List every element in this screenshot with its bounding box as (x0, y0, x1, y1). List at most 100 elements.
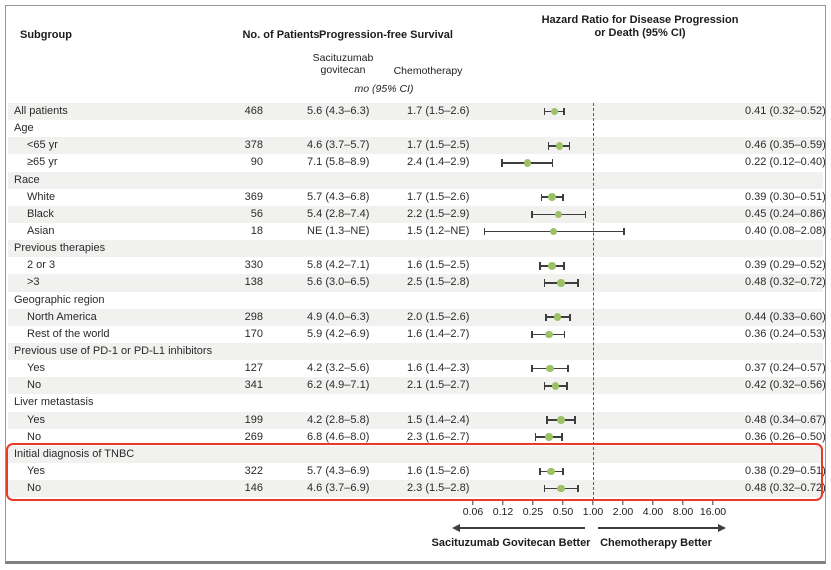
subgroup-label: ≥65 yr (27, 156, 58, 169)
table-row-group: Race (8, 171, 823, 189)
table-row: Yes 322 5.7 (4.3–6.9) 1.6 (1.5–2.6) 0.38 (0.… (8, 463, 826, 480)
axis-tick-label: 16.00 (699, 506, 727, 518)
table-row: <65 yr 378 4.6 (3.7–5.7) 1.7 (1.5–2.5) 0.46 … (8, 137, 826, 155)
hr-point-marker (547, 467, 555, 476)
ci-cap-left (531, 364, 533, 373)
sg-pfs-value: 6.2 (4.9–7.1) (307, 379, 370, 392)
axis-tick-label: 0.12 (492, 506, 514, 518)
table-row: No 269 6.8 (4.6–8.0) 2.3 (1.6–2.7) 0.36 (0.2… (8, 429, 826, 446)
forest-marker (430, 206, 745, 223)
table-row: Black 56 5.4 (2.8–7.4) 2.2 (1.5–2.9) 0.45 (0… (8, 205, 826, 223)
hr-point-marker (554, 210, 563, 219)
subgroup-label: Previous use of PD-1 or PD-L1 inhibitors (14, 344, 213, 357)
sg-pfs-value: 5.4 (2.8–7.4) (307, 207, 370, 220)
units-label: mo (95% CI) (354, 83, 414, 95)
table-row: All patients 468 5.6 (4.3–6.3) 1.7 (1.5–2.6… (8, 103, 826, 121)
chemo-pfs-value: 2.2 (1.5–2.9) (407, 207, 470, 220)
patients-count: 56 (250, 207, 263, 220)
sg-pfs-value: 4.2 (3.2–5.6) (307, 362, 370, 375)
subgroup-label: Race (14, 173, 40, 186)
subgroup-label: No (27, 430, 42, 443)
ci-cap-left (501, 159, 503, 167)
subgroup-label: Age (14, 122, 34, 135)
hr-point-marker (557, 416, 565, 424)
subgroup-label: 2 or 3 (27, 259, 56, 272)
column-header-hazard-ratio-line1: Hazard Ratio for Disease Progression (541, 14, 739, 26)
hr-point-marker (557, 484, 565, 493)
hr-value: 0.22 (0.12–0.40) (745, 156, 826, 169)
forest-marker (430, 412, 745, 429)
hr-point-marker (553, 313, 562, 322)
table-row: Asian 18 NE (1.3–NE) 1.5 (1.2–NE) 0.40 (0.08… (8, 223, 826, 240)
patients-count: 369 (244, 190, 263, 203)
column-header-pfs: Progression-free Survival (319, 29, 453, 41)
patients-count: 170 (244, 327, 263, 340)
sg-pfs-value: 5.6 (3.0–6.5) (307, 276, 370, 289)
hr-point-marker (557, 279, 565, 287)
ci-cap-right (562, 193, 564, 202)
left-direction-label: Sacituzumab Govitecan Better (431, 537, 591, 549)
ci-cap-left (531, 210, 533, 219)
ci-cap-right (561, 433, 563, 441)
chemo-pfs-value: 1.5 (1.4–2.4) (407, 413, 470, 426)
subgroup-label: Geographic region (14, 293, 105, 306)
ci-cap-right (566, 382, 568, 390)
subgroup-label: Previous therapies (14, 242, 106, 255)
hr-point-marker (555, 142, 564, 150)
figure-panel: Subgroup No. of Patients Progression-fre… (5, 5, 826, 564)
sg-pfs-value: 6.8 (4.6–8.0) (307, 430, 370, 443)
hr-value: 0.48 (0.32–0.72) (745, 482, 826, 495)
chemo-pfs-value: 2.0 (1.5–2.6) (407, 310, 470, 323)
ci-cap-right (577, 279, 579, 287)
hr-point-marker (548, 193, 556, 202)
ci-cap-right (562, 467, 564, 476)
ci-cap-left (483, 227, 486, 236)
forest-marker (430, 189, 745, 206)
hr-value: 0.42 (0.32–0.56) (745, 379, 826, 392)
right-arrowhead-icon (718, 523, 726, 532)
table-row: North America 298 4.9 (4.0–6.3) 2.0 (1.5–2.… (8, 308, 826, 326)
left-arrowhead-icon (452, 523, 460, 532)
axis-tick-label: 0.06 (462, 506, 484, 518)
subgroup-label: White (27, 190, 56, 203)
subgroup-label: Yes (27, 413, 45, 426)
hr-point-marker (545, 433, 553, 442)
column-header-subgroup: Subgroup (20, 29, 72, 41)
subgroup-label: Black (27, 207, 54, 220)
forest-marker (430, 309, 745, 326)
subgroup-label: >3 (27, 276, 40, 289)
chemo-pfs-value: 1.6 (1.5–2.6) (407, 464, 470, 477)
patients-count: 199 (244, 413, 263, 426)
ci-cap-left (531, 330, 533, 339)
patients-count: 298 (244, 310, 263, 323)
sg-pfs-value: 5.8 (4.2–7.1) (307, 259, 370, 272)
chemo-pfs-value: 1.6 (1.5–2.5) (407, 259, 470, 272)
subgroup-label: North America (27, 310, 97, 323)
hr-point-marker (549, 227, 558, 236)
subgroup-label: Initial diagnosis of TNBC (14, 447, 135, 460)
patients-count: 269 (244, 430, 263, 443)
hr-point-marker (548, 262, 556, 270)
sg-pfs-value: NE (1.3–NE) (307, 224, 370, 237)
hr-value: 0.40 (0.08–2.08) (745, 224, 826, 237)
ci-cap-right (567, 364, 569, 373)
axis-tick (712, 500, 714, 505)
ci-cap-left (543, 382, 546, 390)
column-header-patients: No. of Patients (242, 29, 320, 41)
hr-value: 0.48 (0.34–0.67) (745, 413, 826, 426)
table-row-group: Previous use of PD-1 or PD-L1 inhibitors (8, 342, 823, 361)
right-direction-label: Chemotherapy Better (600, 537, 712, 549)
axis-tick (622, 500, 624, 505)
patients-count: 18 (250, 224, 263, 237)
subgroup-label: Liver metastasis (14, 396, 94, 409)
axis-tick (532, 500, 534, 505)
ci-cap-right (574, 416, 576, 424)
patients-count: 90 (250, 156, 263, 169)
sg-pfs-value: 4.6 (3.7–6.9) (307, 482, 370, 495)
subcolumn-sg-line2: govitecan (320, 64, 366, 76)
table-row: Rest of the world 170 5.9 (4.2–6.9) 1.6 (1.… (8, 326, 826, 343)
chemo-pfs-value: 1.7 (1.5–2.6) (407, 105, 470, 117)
reference-line (593, 103, 594, 500)
ci-cap-left (543, 279, 546, 287)
